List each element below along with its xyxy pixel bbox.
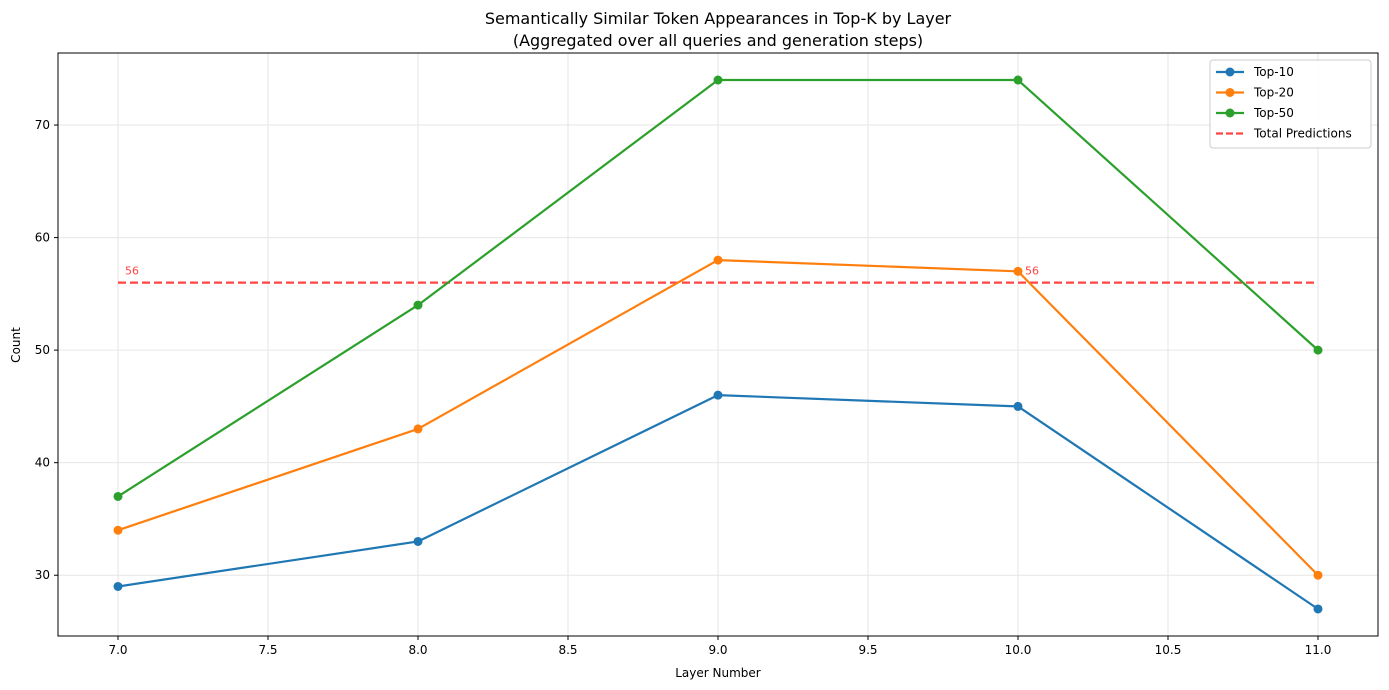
x-tick-label: 8.0 (408, 643, 427, 657)
x-tick-label: 7.5 (258, 643, 277, 657)
y-tick-label: 30 (35, 568, 50, 582)
data-point-top-20 (1313, 570, 1323, 580)
series-top-10 (113, 390, 1323, 614)
y-tick-label: 40 (35, 456, 50, 470)
legend-entry-top-10: Top-10 (1216, 65, 1294, 79)
x-tick-label: 9.0 (708, 643, 727, 657)
y-tick-label: 50 (35, 343, 50, 357)
annotation-label: 56 (1025, 265, 1039, 278)
series-top-20 (113, 255, 1323, 580)
y-tick-label: 70 (35, 118, 50, 132)
x-tick-label: 10.0 (1005, 643, 1032, 657)
data-point-top-10 (413, 536, 423, 546)
data-point-top-50 (113, 491, 123, 501)
series-layer (113, 75, 1323, 614)
legend-swatch-marker (1225, 88, 1235, 97)
data-point-top-50 (713, 75, 723, 85)
legend-box (1209, 59, 1372, 149)
data-point-top-50 (1013, 75, 1023, 85)
legend-entry-total-predictions: Total Predictions (1216, 127, 1352, 141)
data-point-top-50 (413, 300, 423, 310)
data-point-top-50 (1313, 345, 1323, 355)
legend-entry-top-50: Top-50 (1216, 106, 1294, 120)
legend-label: Top-20 (1253, 86, 1294, 100)
chart-subtitle: (Aggregated over all queries and generat… (513, 31, 923, 50)
x-tick-label: 8.5 (558, 643, 577, 657)
annotation-label: 56 (125, 265, 139, 278)
legend-label: Top-10 (1253, 65, 1294, 79)
y-axis-label: Count (9, 327, 23, 363)
data-point-top-10 (713, 390, 723, 400)
x-tick-label: 7.0 (108, 643, 127, 657)
data-point-top-20 (413, 424, 423, 434)
legend-label: Total Predictions (1253, 127, 1352, 141)
x-tick-label: 10.5 (1155, 643, 1182, 657)
data-point-top-10 (113, 581, 123, 591)
legend-label: Top-50 (1253, 106, 1294, 120)
x-tick-label: 11.0 (1305, 643, 1332, 657)
data-point-top-10 (1013, 401, 1023, 411)
series-top-50 (113, 75, 1323, 501)
annotation-layer: 56 56 (125, 265, 1039, 278)
axis-ticks: 7.0 7.5 8.0 8.5 9.0 9.5 10.0 10.5 11.0 30 40 50 60 70 (35, 118, 1332, 657)
data-point-top-20 (1013, 266, 1023, 276)
legend-swatch-marker (1225, 108, 1235, 118)
y-tick-label: 60 (35, 231, 50, 245)
data-point-top-20 (713, 255, 723, 265)
legend-entry-top-20: Top-20 (1216, 86, 1294, 100)
legend: Top-10 Top-20 Top-50 Total Predictions (1209, 59, 1372, 149)
chart-title: Semantically Similar Token Appearances i… (485, 9, 952, 28)
legend-swatch-marker (1225, 67, 1235, 77)
data-point-top-10 (1313, 604, 1323, 614)
x-tick-label: 9.5 (858, 643, 877, 657)
x-axis-label: Layer Number (675, 666, 761, 680)
grid (58, 53, 1378, 636)
data-point-top-20 (113, 525, 123, 535)
